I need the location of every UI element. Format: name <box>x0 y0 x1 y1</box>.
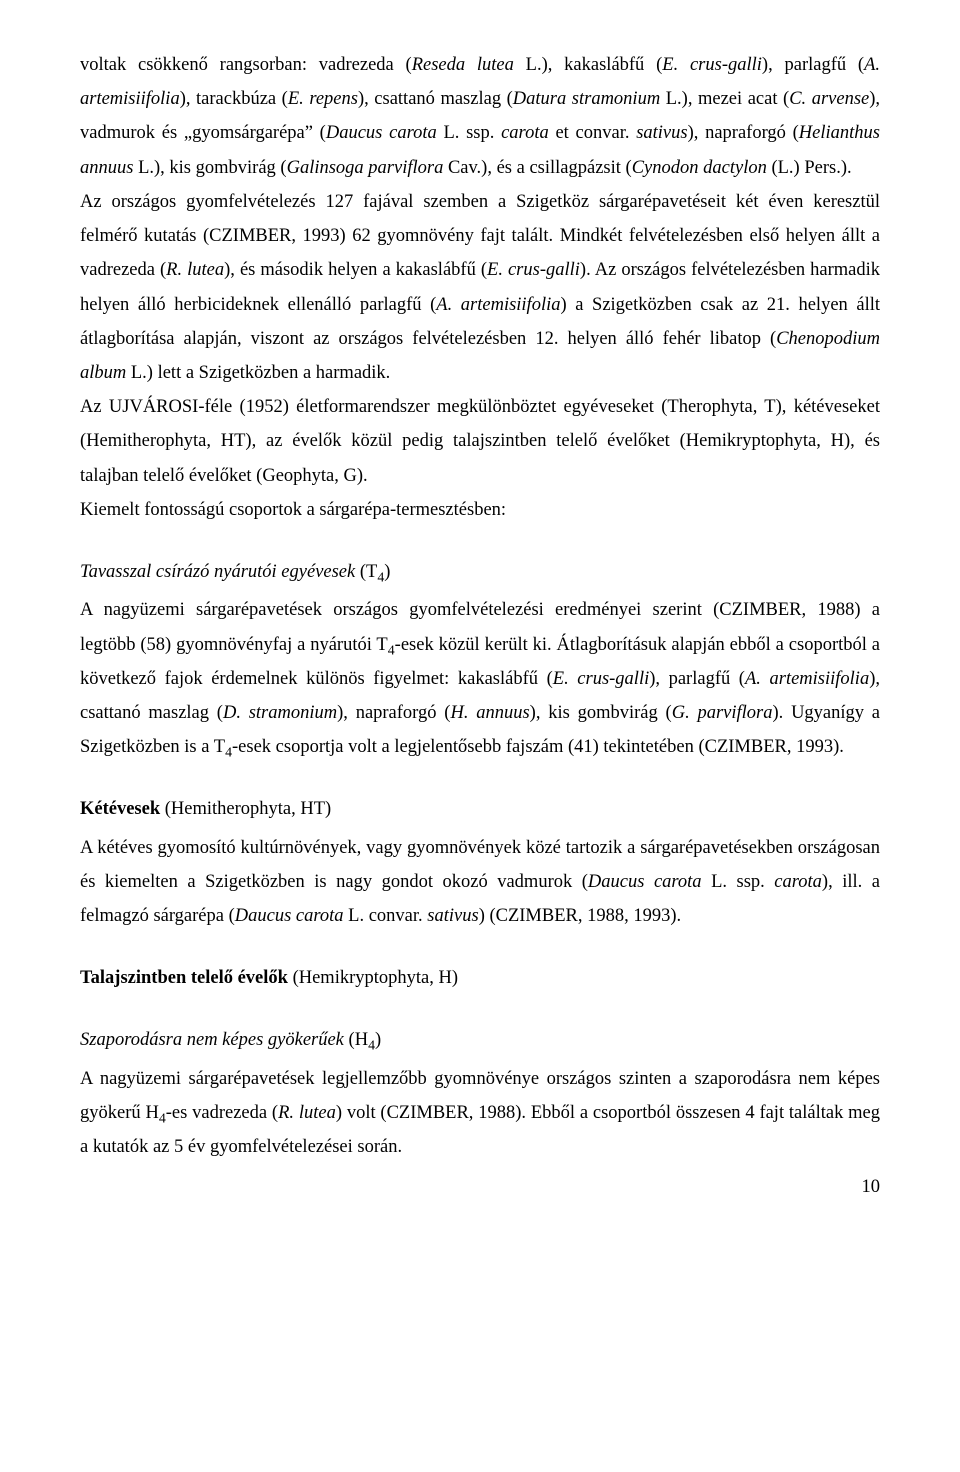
heading-suffix: ) <box>375 1030 381 1050</box>
species: Datura stramonium <box>513 89 660 109</box>
heading-text: Tavasszal csírázó nyárutói egyévesek <box>80 562 355 582</box>
species: Daucus carota <box>235 906 344 926</box>
paragraph-3: Az UJVÁROSI-féle (1952) életformarendsze… <box>80 390 880 493</box>
species: sativus <box>636 123 687 143</box>
heading-suffix: (Hemitherophyta, HT) <box>160 799 331 819</box>
species: E. crus-galli <box>487 260 580 280</box>
paragraph-block-1: voltak csökkenő rangsorban: vadrezeda (R… <box>80 48 880 527</box>
species: A. artemisiifolia <box>745 669 869 689</box>
text: L.), kakaslábfű ( <box>514 55 662 75</box>
text: ), parlagfű ( <box>762 55 864 75</box>
text: voltak csökkenő rangsorban: vadrezeda ( <box>80 55 412 75</box>
text: (L.) Pers.). <box>767 158 852 178</box>
page-body: voltak csökkenő rangsorban: vadrezeda (R… <box>0 0 960 1253</box>
subscript: 4 <box>388 643 395 658</box>
section-heading-h: Talajszintben telelő évelők (Hemikryptop… <box>80 961 880 995</box>
paragraph-1: voltak csökkenő rangsorban: vadrezeda (R… <box>80 48 880 185</box>
species: E. crus-galli <box>553 669 649 689</box>
text: et convar. <box>549 123 636 143</box>
species: carota <box>774 872 822 892</box>
heading-suffix: ) <box>384 562 390 582</box>
species: A. artemisiifolia <box>436 295 560 315</box>
subscript: 4 <box>225 746 232 761</box>
species: sativus <box>427 906 478 926</box>
subscript: 4 <box>159 1112 166 1127</box>
paragraph-5: A nagyüzemi sárgarépavetések országos gy… <box>80 593 880 764</box>
section-heading-h4: Szaporodásra nem képes gyökerűek (H4) <box>80 1023 880 1057</box>
species: H. annuus <box>450 703 529 723</box>
section-t4: Tavasszal csírázó nyárutói egyévesek (T 4… <box>80 555 880 764</box>
heading-text: Talajszintben telelő évelők <box>80 968 288 988</box>
heading-suffix: (H <box>344 1030 368 1050</box>
species: R. lutea <box>278 1103 336 1123</box>
species: carota <box>501 123 549 143</box>
paragraph-7: A nagyüzemi sárgarépavetések legjellemző… <box>80 1062 880 1165</box>
section-heading-ht: Kétévesek (Hemitherophyta, HT) <box>80 792 880 826</box>
species: G. parviflora <box>672 703 773 723</box>
species: Daucus carota <box>326 123 437 143</box>
heading-text: Kétévesek <box>80 799 160 819</box>
paragraph-6: A kétéves gyomosító kultúrnövények, vagy… <box>80 831 880 934</box>
species: Cynodon dactylon <box>632 158 767 178</box>
text: ), csattanó maszlag ( <box>358 89 513 109</box>
text: ), napraforgó ( <box>688 123 799 143</box>
text: L. convar. <box>344 906 428 926</box>
text: L.), mezei acat ( <box>660 89 789 109</box>
page-number: 10 <box>80 1170 880 1204</box>
heading-suffix: (T <box>355 562 377 582</box>
text: L. ssp. <box>702 872 775 892</box>
text: ), kis gombvirág ( <box>530 703 672 723</box>
paragraph-2: Az országos gyomfelvételezés 127 fajával… <box>80 185 880 390</box>
species: E. repens <box>288 89 358 109</box>
species: E. crus-galli <box>662 55 762 75</box>
text: Kiemelt fontosságú csoportok a sárgarépa… <box>80 500 506 520</box>
paragraph-4: Kiemelt fontosságú csoportok a sárgarépa… <box>80 493 880 527</box>
text: ), napraforgó ( <box>337 703 450 723</box>
text: ) (CZIMBER, 1988, 1993). <box>479 906 681 926</box>
species: Reseda lutea <box>412 55 514 75</box>
text: ), parlagfű ( <box>649 669 745 689</box>
subscript: 4 <box>368 1039 375 1054</box>
text: ), tarackbúza ( <box>180 89 288 109</box>
section-ht: Kétévesek (Hemitherophyta, HT) A kétéves… <box>80 792 880 933</box>
species: D. stramonium <box>223 703 337 723</box>
text: ), és második helyen a kakaslábfű ( <box>224 260 487 280</box>
text: L. ssp. <box>437 123 501 143</box>
species: R. lutea <box>166 260 224 280</box>
text: -es vadrezeda ( <box>166 1103 278 1123</box>
heading-text: Szaporodásra nem képes gyökerűek <box>80 1030 344 1050</box>
species: Daucus carota <box>588 872 702 892</box>
text: Cav.), és a csillagpázsit ( <box>443 158 631 178</box>
heading-suffix: (Hemikryptophyta, H) <box>288 968 458 988</box>
text: -esek csoportja volt a legjelentősebb fa… <box>232 737 844 757</box>
text: Az UJVÁROSI-féle (1952) életformarendsze… <box>80 397 880 485</box>
section-heading-t4: Tavasszal csírázó nyárutói egyévesek (T4… <box>80 555 880 589</box>
species: C. arvense <box>789 89 869 109</box>
section-h4: Szaporodásra nem képes gyökerűek (H4) A … <box>80 1023 880 1164</box>
text: L.), kis gombvirág ( <box>133 158 286 178</box>
section-h: Talajszintben telelő évelők (Hemikryptop… <box>80 961 880 995</box>
text: L.) lett a Szigetközben a harmadik. <box>126 363 390 383</box>
species: Galinsoga parviflora <box>287 158 444 178</box>
